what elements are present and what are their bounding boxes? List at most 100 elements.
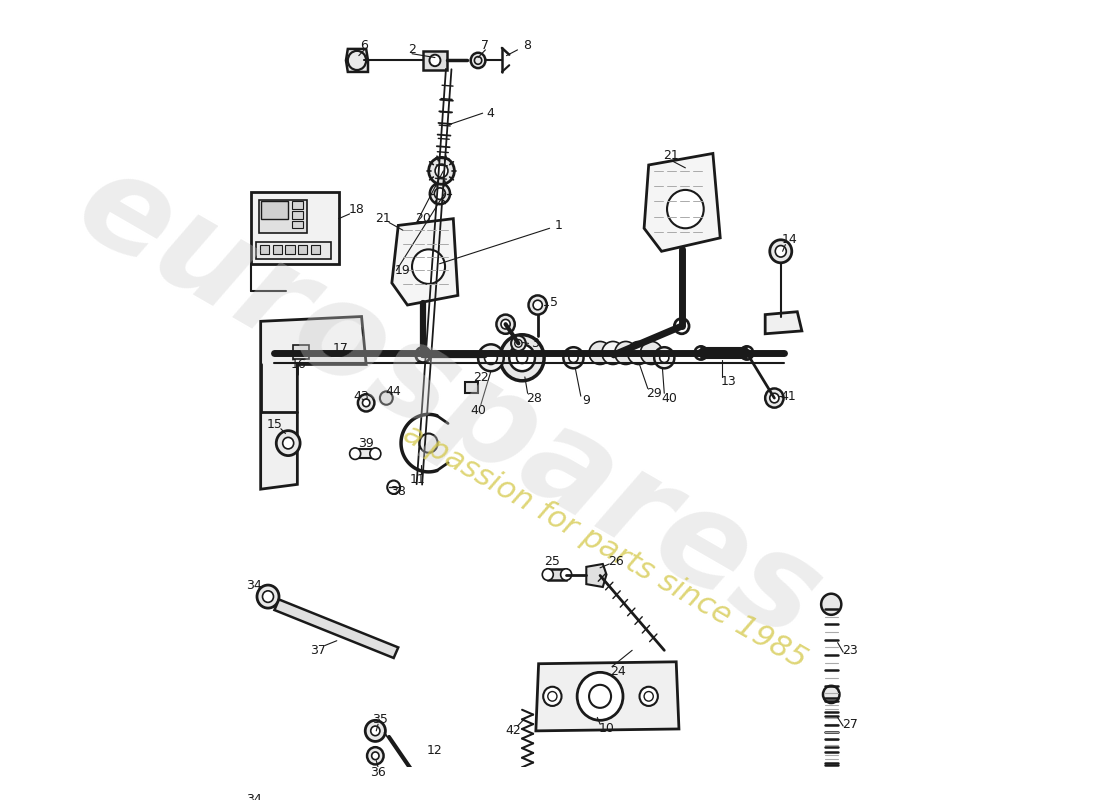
Circle shape <box>654 347 674 368</box>
Text: 10: 10 <box>598 722 615 735</box>
Circle shape <box>770 394 779 403</box>
Circle shape <box>419 434 438 453</box>
Polygon shape <box>392 218 458 305</box>
Circle shape <box>257 777 279 800</box>
Text: 34: 34 <box>246 794 262 800</box>
Bar <box>261 202 288 218</box>
Text: 38: 38 <box>390 485 406 498</box>
Bar <box>292 211 302 218</box>
Bar <box>252 192 339 264</box>
Polygon shape <box>766 312 802 334</box>
Circle shape <box>276 430 300 455</box>
Circle shape <box>534 300 542 310</box>
Circle shape <box>429 54 440 66</box>
Circle shape <box>528 295 547 314</box>
Circle shape <box>430 183 450 204</box>
Circle shape <box>561 569 572 580</box>
Circle shape <box>263 782 274 794</box>
Circle shape <box>412 250 446 284</box>
Circle shape <box>436 164 448 178</box>
Text: 42: 42 <box>505 724 520 738</box>
Text: a passion for parts since 1985: a passion for parts since 1985 <box>398 419 812 674</box>
Circle shape <box>770 240 792 263</box>
Circle shape <box>358 394 374 411</box>
Circle shape <box>372 752 379 760</box>
Text: 15: 15 <box>266 418 283 431</box>
Text: 37: 37 <box>310 644 327 657</box>
Bar <box>355 449 375 458</box>
Circle shape <box>434 188 446 199</box>
Text: 16: 16 <box>290 358 306 371</box>
Circle shape <box>263 591 274 602</box>
Text: 21: 21 <box>375 212 390 225</box>
Text: 7: 7 <box>482 38 490 51</box>
Circle shape <box>370 448 381 459</box>
Text: 25: 25 <box>544 554 560 568</box>
Text: 27: 27 <box>843 718 858 730</box>
Text: 12: 12 <box>427 743 443 757</box>
Circle shape <box>367 747 384 765</box>
Text: 6: 6 <box>361 38 368 51</box>
Text: 1: 1 <box>554 219 563 232</box>
Circle shape <box>478 344 504 371</box>
Text: 44: 44 <box>386 385 402 398</box>
Polygon shape <box>586 564 606 587</box>
Bar <box>465 382 478 394</box>
Text: 36: 36 <box>371 766 386 778</box>
Text: 11: 11 <box>409 473 426 486</box>
Circle shape <box>660 353 669 362</box>
Bar <box>311 245 320 254</box>
Bar <box>292 221 302 228</box>
Text: 28: 28 <box>526 391 542 405</box>
Circle shape <box>823 686 839 703</box>
Polygon shape <box>645 154 720 251</box>
Text: 8: 8 <box>522 38 530 51</box>
Text: 29: 29 <box>647 386 662 400</box>
Circle shape <box>824 779 838 794</box>
Text: 24: 24 <box>610 665 626 678</box>
Polygon shape <box>346 49 368 72</box>
Circle shape <box>639 686 658 706</box>
Circle shape <box>371 726 380 736</box>
Text: 41: 41 <box>780 390 796 402</box>
Text: 26: 26 <box>608 554 624 568</box>
Text: 35: 35 <box>372 713 388 726</box>
Text: 3: 3 <box>531 337 539 350</box>
Circle shape <box>379 391 393 405</box>
Circle shape <box>776 246 786 257</box>
Text: 17: 17 <box>332 342 349 354</box>
Text: 39: 39 <box>359 437 374 450</box>
Bar <box>548 569 566 580</box>
Circle shape <box>590 342 612 365</box>
Circle shape <box>628 342 650 365</box>
Text: 19: 19 <box>395 264 410 277</box>
Circle shape <box>640 342 662 365</box>
Circle shape <box>740 346 754 360</box>
Text: 43: 43 <box>354 390 370 402</box>
Text: 14: 14 <box>782 234 797 246</box>
Text: 22: 22 <box>473 371 488 385</box>
Polygon shape <box>536 662 679 731</box>
Circle shape <box>512 336 526 351</box>
Bar <box>298 245 307 254</box>
Circle shape <box>667 190 704 228</box>
Circle shape <box>496 314 515 334</box>
Circle shape <box>563 347 584 368</box>
Text: 2: 2 <box>408 43 416 56</box>
Circle shape <box>471 53 485 68</box>
Text: 20: 20 <box>415 212 431 225</box>
Bar <box>260 245 268 254</box>
Circle shape <box>350 448 361 459</box>
Polygon shape <box>424 51 447 70</box>
Circle shape <box>500 319 510 329</box>
Circle shape <box>484 351 497 365</box>
Circle shape <box>602 342 624 365</box>
Circle shape <box>365 720 385 742</box>
Circle shape <box>694 346 707 360</box>
Text: 9: 9 <box>582 394 591 407</box>
Circle shape <box>542 569 553 580</box>
Circle shape <box>515 339 522 347</box>
Circle shape <box>500 334 544 381</box>
Bar <box>293 346 309 358</box>
Circle shape <box>416 347 430 362</box>
